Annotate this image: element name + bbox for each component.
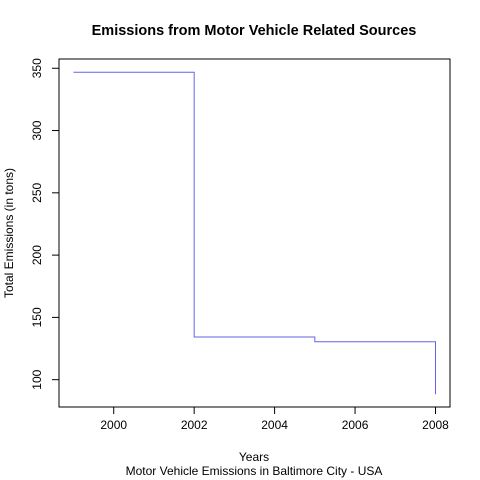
series-group bbox=[73, 71, 436, 395]
y-axis: 100 150 200 250 300 350 bbox=[30, 58, 59, 390]
y-tick-label-250: 250 bbox=[30, 182, 44, 202]
x-tick-label-2000: 2000 bbox=[100, 418, 127, 432]
chart-subtitle: Motor Vehicle Emissions in Baltimore Cit… bbox=[126, 464, 383, 478]
x-axis-label: Years bbox=[239, 450, 269, 464]
y-tick-label-100: 100 bbox=[30, 369, 44, 389]
series-line-0 bbox=[73, 71, 436, 395]
y-tick-label-350: 350 bbox=[30, 58, 44, 78]
y-tick-label-300: 300 bbox=[30, 120, 44, 140]
y-tick-label-150: 150 bbox=[30, 307, 44, 327]
chart-title: Emissions from Motor Vehicle Related Sou… bbox=[92, 23, 417, 39]
x-tick-label-2008: 2008 bbox=[422, 418, 449, 432]
y-axis-label: Total Emissions (in tons) bbox=[2, 168, 16, 298]
x-tick-label-2002: 2002 bbox=[181, 418, 208, 432]
y-tick-label-200: 200 bbox=[30, 245, 44, 265]
x-tick-label-2006: 2006 bbox=[342, 418, 369, 432]
x-tick-label-2004: 2004 bbox=[261, 418, 288, 432]
plot-frame bbox=[58, 58, 451, 408]
x-axis: 2000 2002 2004 2006 2008 bbox=[100, 407, 449, 432]
